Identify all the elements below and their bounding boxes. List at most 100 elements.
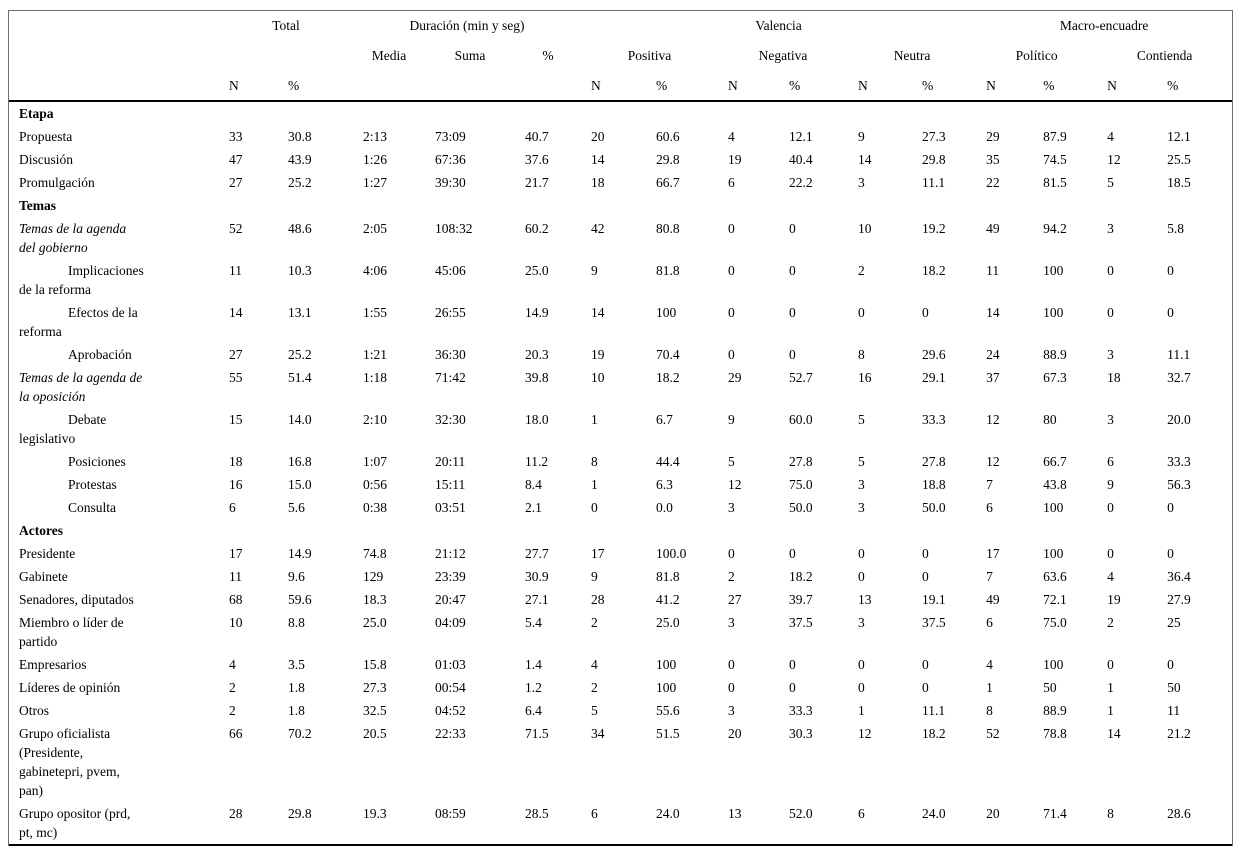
data-cell: 60.6 [656, 129, 680, 144]
data-cell: 15 [229, 412, 243, 427]
data-cell: 3 [858, 500, 865, 515]
data-cell: 8.8 [288, 615, 305, 630]
data-cell: 19 [591, 347, 605, 362]
data-cell: 19 [1107, 592, 1121, 607]
row-label: Grupo oficialista (Presidente, gabinetepri… [9, 722, 219, 802]
table-row: Discusión 47 43.9 1:26 67:36 37.6 14 29.8 19 40.4… [9, 148, 1232, 171]
data-cell: 50.0 [922, 500, 946, 515]
data-cell: 33.3 [789, 703, 813, 718]
data-cell: 71:42 [435, 370, 466, 385]
section-header-row: Etapa [9, 101, 1232, 125]
statistics-table-container: Total Duración (min y seg) Valencia Macr… [8, 10, 1233, 846]
data-cell: 50.0 [789, 500, 813, 515]
data-cell: 4 [728, 129, 735, 144]
data-cell: 17 [591, 546, 605, 561]
data-cell: 37.5 [789, 615, 813, 630]
data-cell: 51.4 [288, 370, 312, 385]
data-cell: 13.1 [288, 305, 312, 320]
data-cell: 10 [591, 370, 605, 385]
data-cell: 2 [728, 569, 735, 584]
data-cell: 3 [728, 500, 735, 515]
data-cell: 04:09 [435, 615, 466, 630]
row-label-line: (Presidente, [19, 745, 84, 760]
data-cell: 33.3 [922, 412, 946, 427]
data-cell: 16 [858, 370, 872, 385]
data-cell: 29.8 [656, 152, 680, 167]
data-cell: 3 [1107, 221, 1114, 236]
data-cell: 27 [229, 175, 243, 190]
data-cell: 39.7 [789, 592, 813, 607]
data-cell: 0 [858, 546, 865, 561]
data-cell: 1.2 [525, 680, 542, 695]
row-label-line: gabinetepri, pvem, [19, 764, 120, 779]
row-label-line: pt, mc) [19, 825, 58, 840]
data-cell: 4:06 [363, 263, 388, 278]
data-cell: 24.0 [922, 806, 946, 821]
data-cell: 20:47 [435, 592, 466, 607]
data-cell: 2:13 [363, 129, 388, 144]
data-cell: 52.7 [789, 370, 813, 385]
data-cell: 4 [229, 657, 236, 672]
data-cell: 5.6 [288, 500, 305, 515]
data-cell: 33.3 [1167, 454, 1191, 469]
data-cell: 88.9 [1043, 703, 1067, 718]
row-label: Temas de la agenda del gobierno [9, 217, 219, 259]
row-label-line: Posiciones [68, 454, 126, 469]
data-cell: 1 [591, 477, 598, 492]
section-header-row: Actores [9, 519, 1232, 542]
row-label: Debate legislativo [9, 408, 219, 450]
data-cell: 23:39 [435, 569, 466, 584]
data-cell: 5 [858, 454, 865, 469]
data-cell: 18.2 [922, 726, 946, 741]
data-cell: 40.4 [789, 152, 813, 167]
data-cell: 73:09 [435, 129, 466, 144]
data-cell: 22:33 [435, 726, 466, 741]
data-cell: 9 [591, 263, 598, 278]
data-cell: 30.8 [288, 129, 312, 144]
data-cell: 45:06 [435, 263, 466, 278]
data-cell: 51.5 [656, 726, 680, 741]
data-cell: 52.0 [789, 806, 813, 821]
data-cell: 108:32 [435, 221, 473, 236]
row-label: Discusión [9, 148, 219, 171]
data-cell: 27.8 [789, 454, 813, 469]
header-total-n: N [229, 77, 239, 93]
data-cell: 18.5 [1167, 175, 1191, 190]
data-cell: 29.6 [922, 347, 946, 362]
data-cell: 0 [1107, 263, 1114, 278]
header-neutra-pct: % [922, 77, 934, 93]
data-cell: 50 [1167, 680, 1181, 695]
data-cell: 10 [229, 615, 243, 630]
row-label-line: Grupo oficialista [19, 726, 111, 741]
data-cell: 26:55 [435, 305, 466, 320]
row-label: Promulgación [9, 171, 219, 194]
data-cell: 29.1 [922, 370, 946, 385]
header-negativa-n: N [728, 77, 738, 93]
data-cell: 43.9 [288, 152, 312, 167]
row-label-line: pan) [19, 783, 43, 798]
row-label-line: partido [19, 634, 58, 649]
data-cell: 20 [986, 806, 1000, 821]
data-cell: 36.4 [1167, 569, 1191, 584]
data-cell: 0 [858, 305, 865, 320]
data-cell: 6 [986, 500, 993, 515]
data-cell: 3.5 [288, 657, 305, 672]
data-cell: 19.2 [922, 221, 946, 236]
table-row: Efectos de la reforma 14 13.1 1:55 26:55 14.9 1… [9, 301, 1232, 343]
data-cell: 32.5 [363, 703, 387, 718]
row-label: Empresarios [9, 653, 219, 676]
data-cell: 55 [229, 370, 243, 385]
data-cell: 18.0 [525, 412, 549, 427]
data-cell: 0 [858, 680, 865, 695]
row-label-line: Efectos de la [68, 305, 138, 320]
row-label-line: Consulta [68, 500, 117, 515]
data-cell: 1:27 [363, 175, 388, 190]
data-cell: 0 [789, 680, 796, 695]
data-cell: 27.3 [922, 129, 946, 144]
data-cell: 3 [858, 477, 865, 492]
data-cell: 25.0 [656, 615, 680, 630]
row-label-line: Gabinete [19, 569, 68, 584]
data-cell: 81.8 [656, 569, 680, 584]
data-cell: 5 [728, 454, 735, 469]
data-cell: 20.0 [1167, 412, 1191, 427]
